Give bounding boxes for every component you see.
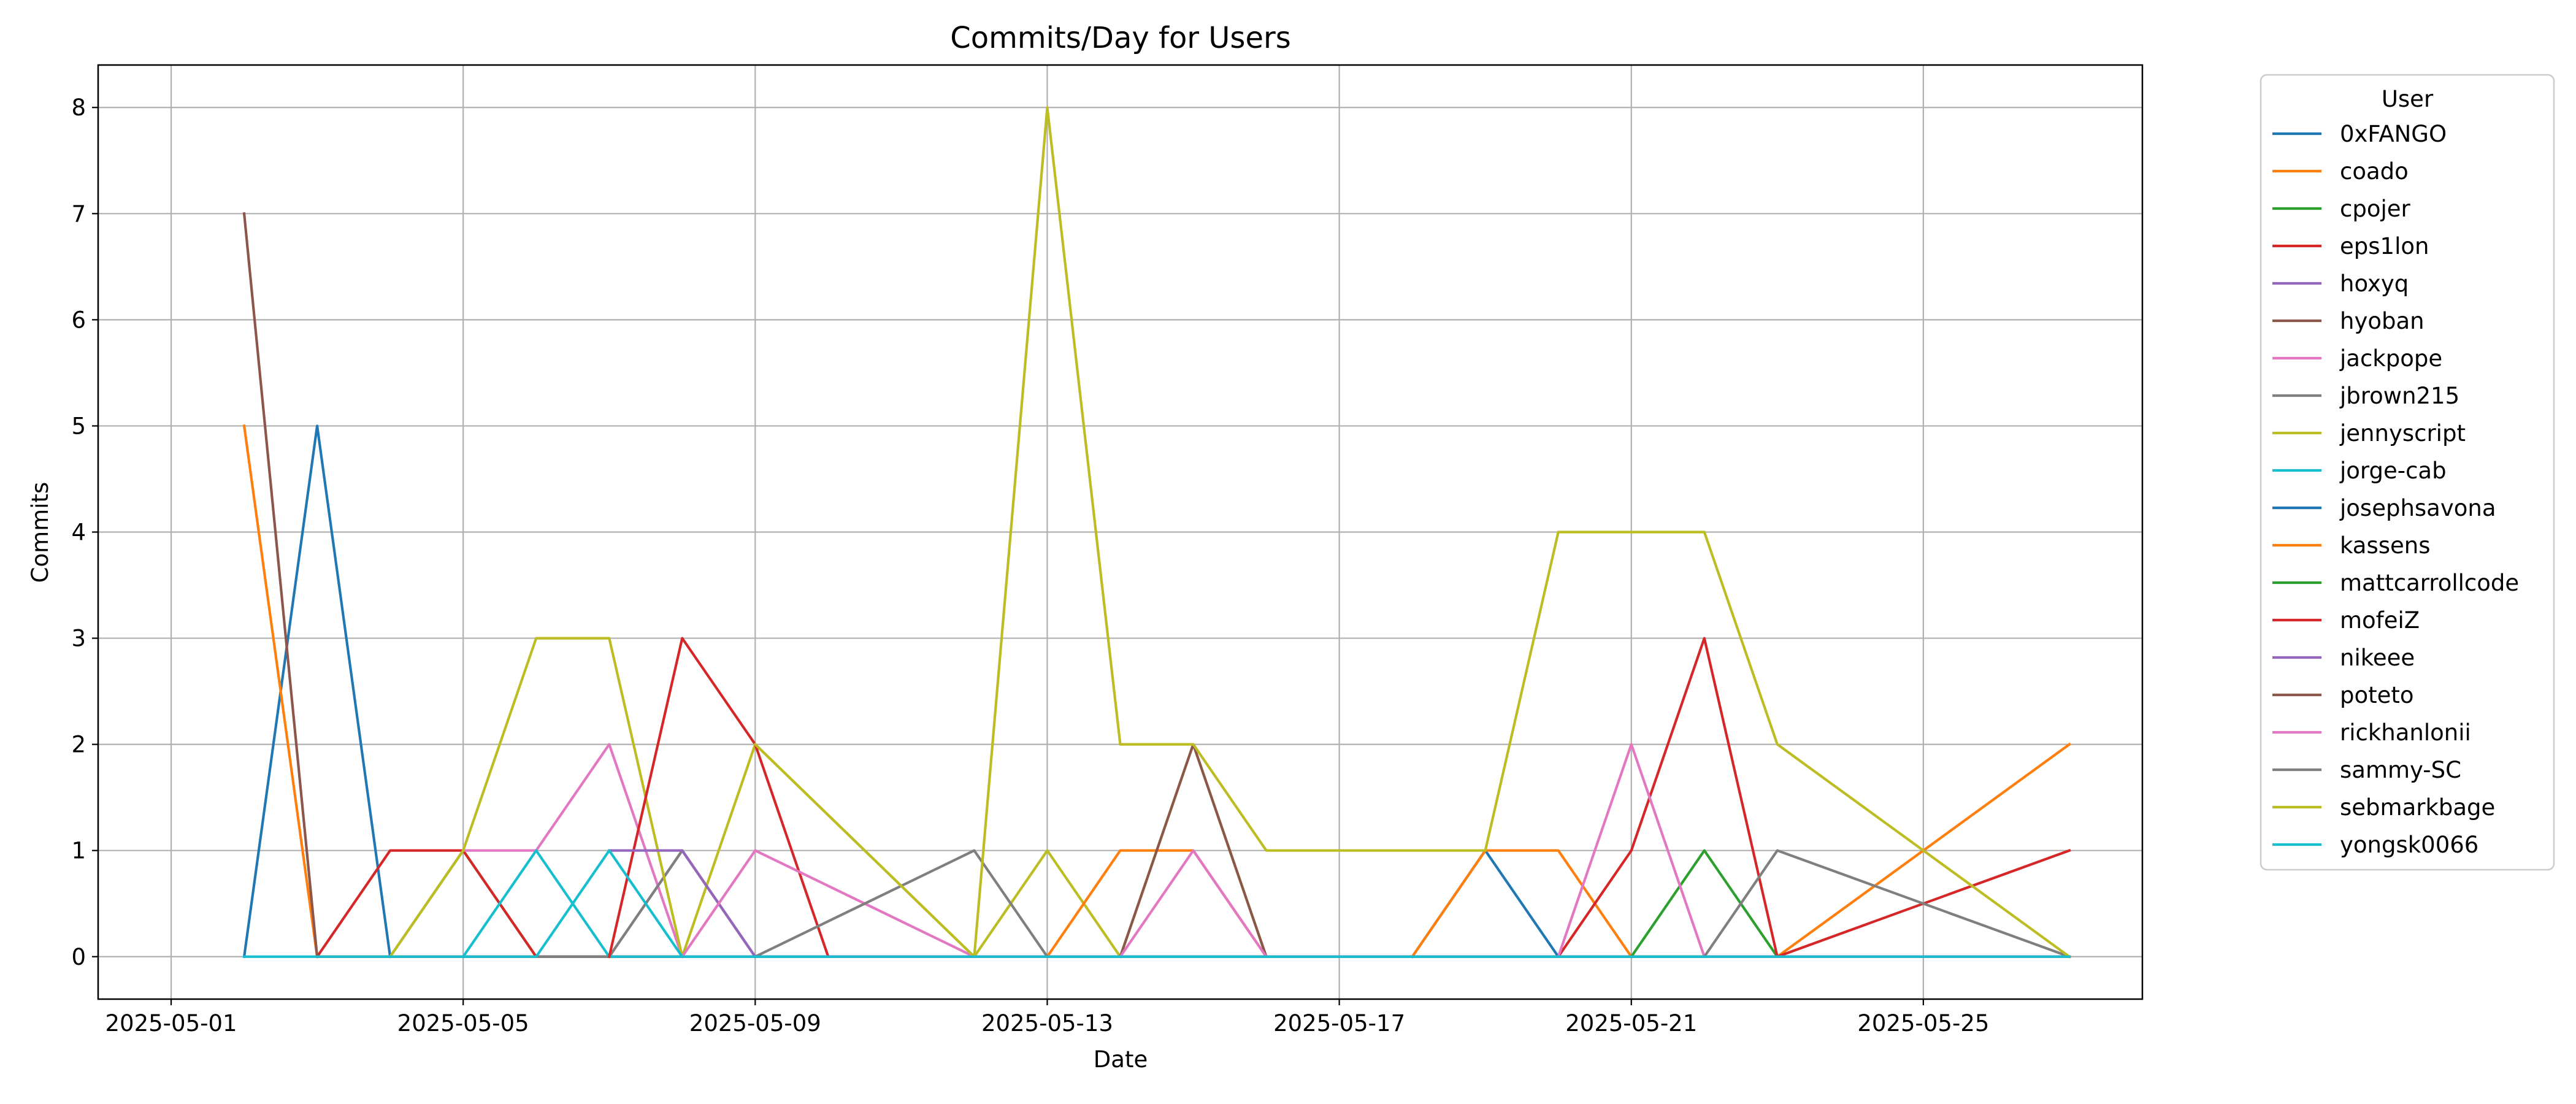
- y-tick-label: 8: [71, 94, 86, 121]
- y-tick-label: 0: [71, 944, 86, 970]
- legend-label: yongsk0066: [2340, 832, 2478, 858]
- legend-item: jackpope: [2272, 345, 2442, 372]
- series-lines: [242, 106, 2071, 959]
- y-axis: 0 1 2 3 4 5 6 7 8: [71, 94, 98, 970]
- legend-item: jennyscript: [2272, 420, 2466, 447]
- legend-frame: [2260, 74, 2555, 871]
- y-tick-label: 5: [71, 413, 86, 439]
- legend-item: nikeee: [2272, 645, 2415, 671]
- series-line-eps1lon: [315, 849, 2071, 959]
- legend-title: User: [2382, 86, 2434, 112]
- legend-item: eps1lon: [2272, 233, 2429, 259]
- legend-item: hoxyq: [2272, 270, 2409, 297]
- legend-item: jorge-cab: [2272, 458, 2447, 484]
- legend-label: eps1lon: [2340, 233, 2429, 259]
- x-tick-label: 2025-05-25: [1857, 1010, 1989, 1037]
- legend-item: sebmarkbage: [2272, 794, 2495, 821]
- legend-label: jorge-cab: [2339, 458, 2447, 484]
- grid: [98, 65, 2142, 999]
- x-tick-label: 2025-05-13: [981, 1010, 1113, 1037]
- legend-label: cpojer: [2340, 196, 2411, 222]
- legend-label: hoxyq: [2340, 270, 2409, 297]
- legend-label: josephsavona: [2339, 495, 2496, 521]
- legend-label: 0xFANGO: [2340, 121, 2447, 147]
- series-line-jorge-cab: [461, 849, 2071, 959]
- legend-item: kassens: [2272, 532, 2431, 559]
- legend-item: mofeiZ: [2272, 607, 2420, 634]
- legend-item: rickhanlonii: [2272, 719, 2471, 746]
- legend-label: jennyscript: [2339, 420, 2466, 447]
- series-line-hyoban: [242, 212, 2071, 958]
- y-tick-label: 3: [71, 626, 86, 652]
- legend-item: yongsk0066: [2272, 832, 2478, 858]
- legend-label: mattcarrollcode: [2340, 570, 2519, 596]
- series-line-sebmarkbage: [753, 106, 2071, 959]
- legend-label: sammy-SC: [2340, 757, 2461, 783]
- legend-label: coado: [2340, 158, 2409, 185]
- legend-label: poteto: [2340, 682, 2414, 708]
- x-tick-label: 2025-05-09: [689, 1010, 821, 1037]
- y-tick-label: 1: [71, 838, 86, 864]
- legend: User 0xFANGO coado cpojer eps1lon hoxyq hyoba…: [2260, 74, 2555, 871]
- x-axis: 2025-05-01 2025-05-05 2025-05-09 2025-05-13…: [105, 999, 1989, 1037]
- legend-label: nikeee: [2340, 645, 2415, 671]
- y-tick-label: 2: [71, 732, 86, 758]
- x-tick-label: 2025-05-17: [1273, 1010, 1405, 1037]
- x-tick-label: 2025-05-21: [1565, 1010, 1697, 1037]
- y-tick-label: 7: [71, 201, 86, 227]
- y-axis-title: Commits: [27, 482, 53, 583]
- series-line-sammy-SC: [753, 849, 2071, 959]
- legend-item: 0xFANGO: [2272, 121, 2447, 147]
- legend-item: mattcarrollcode: [2272, 570, 2519, 596]
- series-line-hoxyq: [535, 849, 2071, 958]
- legend-label: sebmarkbage: [2340, 794, 2495, 821]
- legend-item: hyoban: [2272, 308, 2425, 334]
- x-axis-title: Date: [1094, 1046, 1148, 1073]
- legend-item: sammy-SC: [2272, 757, 2461, 783]
- legend-label: jbrown215: [2339, 383, 2459, 409]
- series-line-yongsk0066: [243, 849, 2071, 958]
- legend-item: poteto: [2272, 682, 2414, 708]
- y-tick-label: 4: [71, 519, 86, 546]
- legend-items: 0xFANGO coado cpojer eps1lon hoxyq hyoban jack…: [2272, 121, 2519, 858]
- y-tick-label: 6: [71, 307, 86, 333]
- legend-label: kassens: [2340, 532, 2431, 559]
- series-line-jbrown215: [535, 849, 2071, 958]
- x-tick-label: 2025-05-05: [397, 1010, 529, 1037]
- legend-item: cpojer: [2272, 196, 2411, 222]
- x-tick-label: 2025-05-01: [105, 1010, 237, 1037]
- legend-item: coado: [2272, 158, 2409, 185]
- legend-item: josephsavona: [2272, 495, 2496, 521]
- chart-title: Commits/Day for Users: [950, 21, 1290, 55]
- legend-label: jackpope: [2339, 345, 2442, 372]
- legend-item: jbrown215: [2272, 383, 2459, 409]
- legend-label: mofeiZ: [2340, 607, 2420, 634]
- legend-label: rickhanlonii: [2340, 719, 2471, 746]
- legend-label: hyoban: [2340, 308, 2425, 334]
